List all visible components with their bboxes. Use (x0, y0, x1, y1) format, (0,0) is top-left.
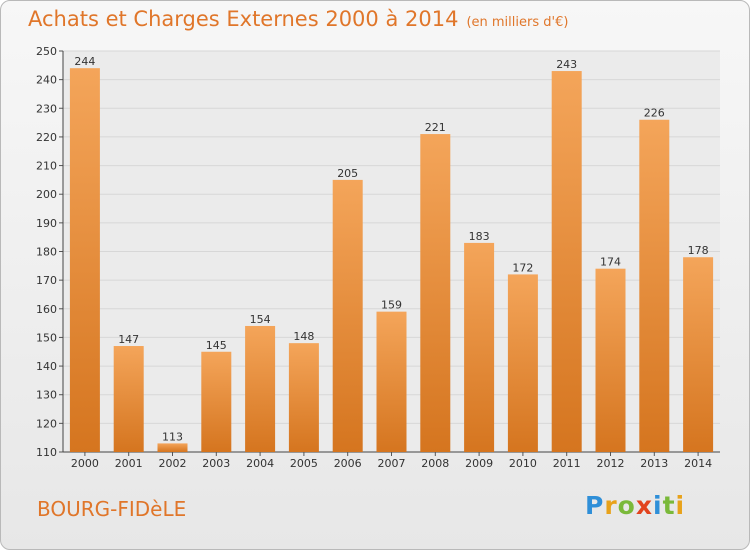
x-tick-label: 2006 (334, 457, 362, 470)
bar-value-label: 178 (688, 244, 709, 257)
y-tick-label: 150 (36, 331, 57, 344)
bar-value-label: 113 (162, 430, 183, 443)
x-tick-label: 2002 (159, 457, 187, 470)
y-tick-label: 130 (36, 389, 57, 402)
y-tick-label: 230 (36, 102, 57, 115)
bar (376, 311, 407, 452)
bar (507, 274, 538, 452)
chart-title: Achats et Charges Externes 2000 à 2014 (e… (28, 7, 568, 31)
commune-name: BOURG-FIDèLE (37, 497, 187, 521)
y-tick-label: 110 (36, 446, 57, 459)
bar (639, 119, 670, 452)
y-tick-label: 140 (36, 360, 57, 373)
y-tick-label: 170 (36, 274, 57, 287)
bar (201, 351, 232, 452)
bar-value-label: 148 (293, 330, 314, 343)
y-tick-label: 210 (36, 160, 57, 173)
bar-value-label: 244 (74, 55, 95, 68)
y-tick-label: 120 (36, 417, 57, 430)
bar (245, 325, 276, 452)
x-tick-label: 2004 (246, 457, 274, 470)
bar-value-label: 172 (512, 261, 533, 274)
bar-value-label: 154 (250, 313, 271, 326)
proxiti-logo: Proxiti (585, 491, 686, 520)
y-tick-label: 160 (36, 303, 57, 316)
y-tick-label: 190 (36, 217, 57, 230)
x-tick-label: 2009 (465, 457, 493, 470)
bar-value-label: 159 (381, 299, 402, 312)
y-tick-label: 240 (36, 74, 57, 87)
x-tick-label: 2012 (597, 457, 625, 470)
y-tick-label: 180 (36, 246, 57, 259)
bar-value-label: 226 (644, 107, 665, 120)
bar-value-label: 221 (425, 121, 446, 134)
x-tick-label: 2014 (684, 457, 712, 470)
bar-value-label: 243 (556, 58, 577, 71)
bar (69, 68, 100, 452)
x-tick-label: 2008 (421, 457, 449, 470)
bar-value-label: 205 (337, 167, 358, 180)
bar (464, 242, 495, 452)
x-tick-label: 2011 (553, 457, 581, 470)
bar (595, 268, 626, 452)
title-text: Achats et Charges Externes 2000 à 2014 (28, 7, 459, 31)
bar (288, 343, 319, 452)
y-tick-label: 220 (36, 131, 57, 144)
unit-text: (en milliers d'€) (466, 15, 569, 30)
bar (157, 443, 188, 452)
x-tick-label: 2001 (115, 457, 143, 470)
x-tick-label: 2010 (509, 457, 537, 470)
bar (551, 71, 582, 453)
bar-value-label: 174 (600, 256, 621, 269)
bar-value-label: 145 (206, 339, 227, 352)
x-tick-label: 2005 (290, 457, 318, 470)
x-tick-label: 2013 (640, 457, 668, 470)
x-tick-label: 2000 (71, 457, 99, 470)
bar-value-label: 183 (469, 230, 490, 243)
y-tick-label: 200 (36, 188, 57, 201)
bar (332, 179, 363, 452)
x-tick-label: 2007 (378, 457, 406, 470)
y-tick-label: 250 (36, 45, 57, 58)
bar (420, 134, 451, 453)
bar (683, 257, 714, 452)
bar-value-label: 147 (118, 333, 139, 346)
x-tick-label: 2003 (202, 457, 230, 470)
bar (113, 346, 144, 452)
